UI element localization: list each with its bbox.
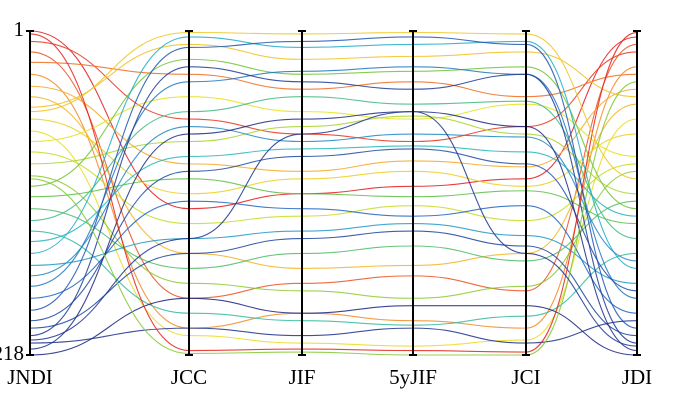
- data-line: [29, 148, 638, 322]
- axis-label: JIF: [289, 365, 316, 389]
- data-line: [29, 223, 638, 284]
- data-line: [29, 297, 638, 356]
- lines: [29, 30, 638, 356]
- axis-label: 5yJIF: [389, 365, 437, 389]
- data-line: [29, 30, 638, 210]
- data-line: [29, 40, 638, 143]
- data-line: [29, 36, 638, 269]
- data-line: [29, 170, 638, 299]
- data-line: [29, 151, 638, 225]
- axis-label: JCC: [171, 365, 207, 389]
- axis-label: JCI: [511, 365, 540, 389]
- data-line: [29, 178, 638, 225]
- data-line: [29, 145, 638, 243]
- data-line: [29, 115, 638, 195]
- data-line: [29, 36, 638, 329]
- data-line: [29, 66, 638, 344]
- data-line: [29, 320, 638, 344]
- data-line: [29, 31, 638, 353]
- data-line: [29, 31, 638, 180]
- axis-label: JDI: [622, 365, 652, 389]
- data-line: [29, 200, 638, 314]
- data-line: [29, 96, 638, 240]
- data-line: [29, 66, 638, 299]
- data-line: [29, 81, 638, 356]
- data-line: [29, 43, 638, 299]
- data-line: [29, 85, 638, 172]
- data-line: [29, 66, 638, 329]
- data-line: [29, 230, 638, 337]
- data-line: [29, 61, 638, 98]
- axis-label: JNDI: [7, 365, 53, 389]
- axes: JNDI JCC JIF 5yJIF JCI JDI 1 218: [0, 17, 652, 389]
- data-line: [29, 96, 638, 157]
- y-tick-label: 1: [14, 17, 25, 41]
- data-line: [29, 43, 638, 108]
- y-tick-label: 218: [0, 341, 24, 365]
- data-line: [29, 126, 638, 277]
- data-line: [29, 58, 638, 210]
- data-line: [29, 111, 638, 347]
- data-line: [29, 111, 638, 352]
